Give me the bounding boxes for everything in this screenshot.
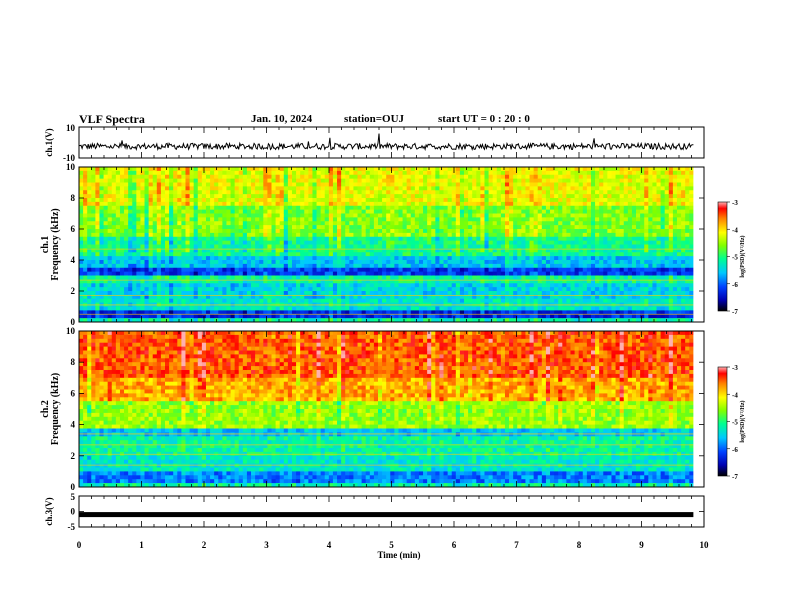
ytick-label-ch2-spectrogram: 10 <box>66 326 76 336</box>
xtick-label: 10 <box>700 540 710 550</box>
colorbar-tick-ch2-spectrogram: -3 <box>732 364 738 372</box>
ylabel-ch2-spectrogram: Frequency (kHz) <box>50 373 61 445</box>
colorbar-tick-ch2-spectrogram: -4 <box>732 391 738 399</box>
xtick-label: 8 <box>577 540 582 550</box>
ytick-label-ch2-spectrogram: 8 <box>71 357 76 367</box>
station-label: station=OUJ <box>344 113 405 125</box>
ytick-label-ch1-waveform: 10 <box>66 123 76 133</box>
xtick-label: 2 <box>202 540 207 550</box>
ytick-label-ch2-spectrogram: 0 <box>71 482 76 492</box>
ylabel-ch1-waveform: ch.1(V) <box>44 128 54 156</box>
colorbar-ch2-spectrogram <box>717 366 728 477</box>
spectrogram-cells-ch2 <box>79 331 704 488</box>
ylabel-ch3-waveform: ch.3(V) <box>44 497 54 525</box>
ylabel-ch1-spectrogram: Frequency (kHz) <box>50 208 61 280</box>
colorbar-tick-ch1-spectrogram: -6 <box>732 281 738 289</box>
chart-title: VLF Spectra <box>79 112 145 126</box>
colorbar-tick-ch1-spectrogram: -5 <box>732 254 738 262</box>
colorbar-tick-ch2-spectrogram: -7 <box>732 473 738 481</box>
ytick-label-ch1-spectrogram: 4 <box>71 255 76 265</box>
ytick-label-ch1-spectrogram: 0 <box>71 317 76 327</box>
ytick-label-ch1-spectrogram: 8 <box>71 193 76 203</box>
date-label: Jan. 10, 2024 <box>251 113 313 125</box>
ytick-label-ch1-spectrogram: 2 <box>71 286 76 296</box>
xtick-label: 1 <box>139 540 144 550</box>
ytick-label-ch1-spectrogram: 10 <box>66 162 76 172</box>
ytick-label-ch2-spectrogram: 6 <box>71 388 76 398</box>
ytick-label-ch3-waveform: 0 <box>71 507 76 517</box>
colorbar-tick-ch1-spectrogram: -3 <box>732 199 738 207</box>
ytick-label-ch2-spectrogram: 2 <box>71 451 76 461</box>
colorbar-ch1-spectrogram <box>717 201 728 312</box>
xtick-label: 9 <box>639 540 644 550</box>
xtick-label: 6 <box>452 540 457 550</box>
colorbar-tick-ch2-spectrogram: -6 <box>732 446 738 454</box>
xtick-label: 3 <box>264 540 269 550</box>
ch1-waveform-trace <box>78 133 694 152</box>
xlabel: Time (min) <box>377 550 420 560</box>
ylabel-channel-ch1-spectrogram: ch.1 <box>40 236 51 254</box>
ytick-label-ch3-waveform: -5 <box>68 522 76 532</box>
xtick-label: 4 <box>327 540 332 550</box>
xtick-label: 5 <box>389 540 394 550</box>
spectrogram-cells-ch1 <box>79 167 704 323</box>
ylabel-channel-ch2-spectrogram: ch.2 <box>40 400 51 418</box>
xtick-label: 0 <box>77 540 82 550</box>
ytick-label-ch3-waveform: 5 <box>71 492 76 502</box>
xtick-label: 7 <box>514 540 519 550</box>
ch3-waveform-trace <box>79 512 694 518</box>
colorbar-label-ch1-spectrogram: log(PSD)(V²/Hz) <box>739 235 746 277</box>
colorbar-label-ch2-spectrogram: log(PSD)(V²/Hz) <box>739 400 746 442</box>
colorbar-tick-ch1-spectrogram: -4 <box>732 226 738 234</box>
start-time-label: start UT = 0 : 20 : 0 <box>438 113 530 125</box>
colorbar-tick-ch1-spectrogram: -7 <box>732 308 738 316</box>
ytick-label-ch1-spectrogram: 6 <box>71 224 76 234</box>
ytick-label-ch2-spectrogram: 4 <box>71 420 76 430</box>
colorbar-tick-ch2-spectrogram: -5 <box>732 419 738 427</box>
ytick-label-ch1-waveform: -10 <box>63 153 75 163</box>
